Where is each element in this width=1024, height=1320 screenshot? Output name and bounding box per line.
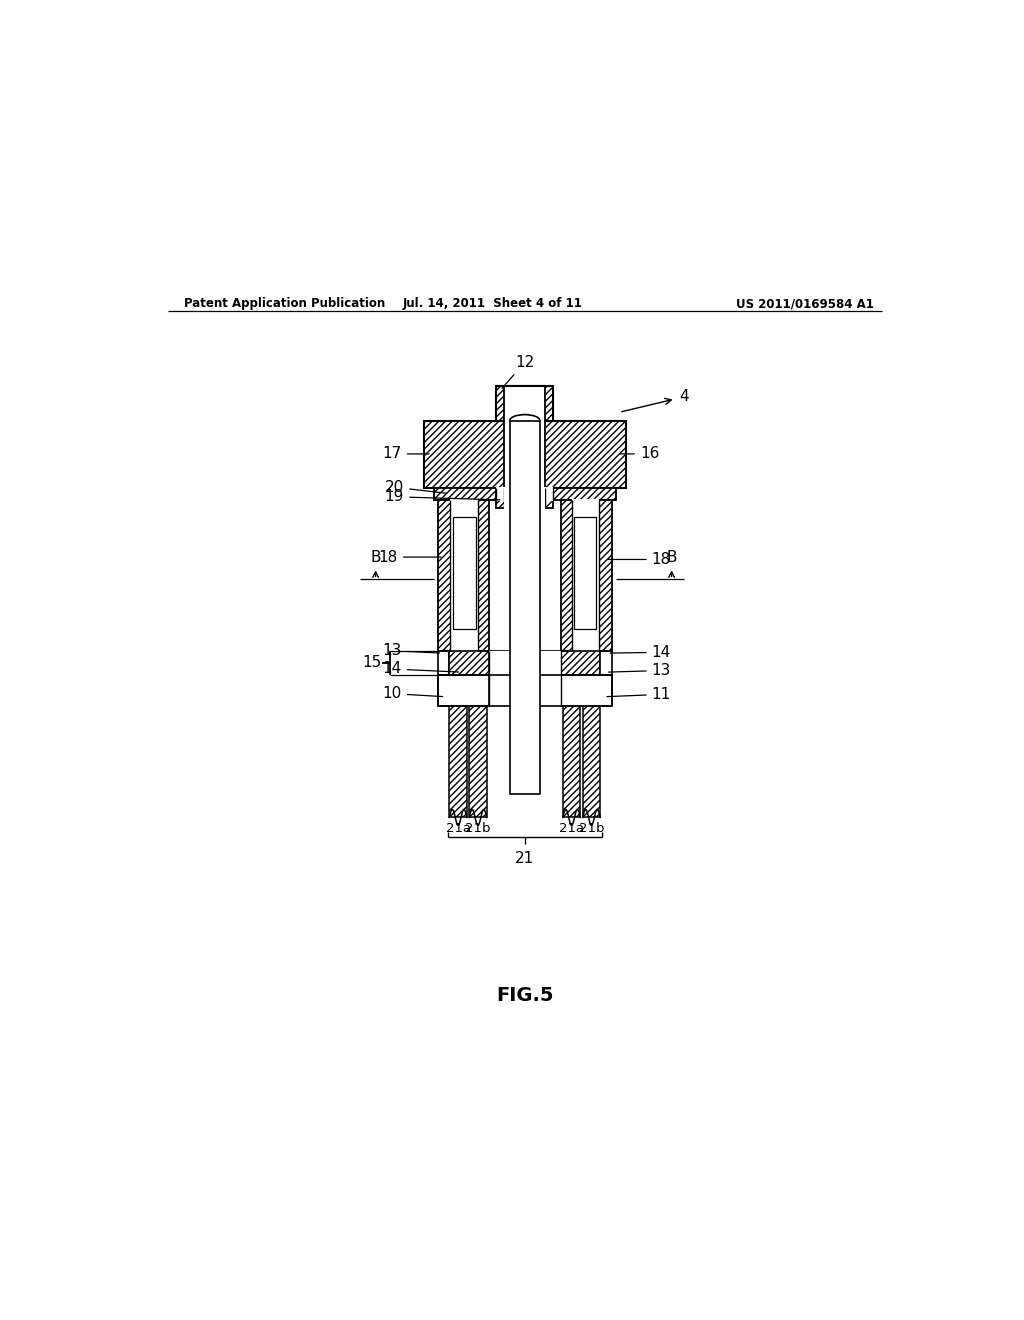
Text: 11: 11 — [607, 686, 671, 702]
Bar — [469, 706, 486, 817]
Bar — [563, 706, 581, 817]
Text: 21: 21 — [515, 850, 535, 866]
Text: 16: 16 — [621, 446, 659, 462]
Bar — [450, 651, 489, 675]
Bar — [560, 675, 612, 706]
Bar — [510, 421, 540, 793]
Bar — [574, 517, 596, 630]
Bar — [437, 500, 489, 651]
Text: 20: 20 — [385, 479, 446, 495]
Text: 18: 18 — [608, 552, 671, 568]
Bar — [600, 651, 612, 675]
Text: 21b: 21b — [465, 822, 490, 836]
Text: 14: 14 — [383, 661, 459, 676]
Text: B: B — [667, 549, 677, 565]
Text: 13: 13 — [382, 643, 439, 659]
Bar — [560, 651, 600, 675]
Bar — [497, 487, 553, 500]
Text: 4: 4 — [622, 389, 689, 412]
Text: 19: 19 — [385, 490, 500, 504]
Text: 21a: 21a — [559, 822, 584, 836]
Bar — [437, 651, 450, 675]
Text: 15: 15 — [362, 655, 382, 671]
Text: 17: 17 — [383, 446, 429, 462]
Text: 14: 14 — [610, 644, 671, 660]
Text: 10: 10 — [383, 686, 442, 701]
Text: 12: 12 — [502, 355, 535, 388]
Bar — [433, 488, 616, 500]
Text: Patent Application Publication: Patent Application Publication — [183, 297, 385, 310]
Bar — [583, 706, 600, 817]
Bar — [437, 675, 489, 706]
Text: US 2011/0169584 A1: US 2011/0169584 A1 — [736, 297, 873, 310]
Bar — [450, 706, 467, 817]
Bar — [489, 651, 560, 675]
Bar — [497, 488, 553, 508]
Bar — [571, 499, 599, 652]
Bar — [451, 499, 478, 652]
Bar — [504, 385, 546, 421]
Bar — [497, 387, 553, 421]
Bar — [560, 500, 612, 651]
Bar — [489, 675, 560, 706]
Text: 21a: 21a — [445, 822, 471, 836]
Text: Jul. 14, 2011  Sheet 4 of 11: Jul. 14, 2011 Sheet 4 of 11 — [403, 297, 583, 310]
Text: 18: 18 — [379, 549, 441, 565]
Text: FIG.5: FIG.5 — [496, 986, 554, 1006]
Bar — [504, 418, 546, 488]
Text: 21b: 21b — [579, 822, 604, 836]
Text: B: B — [371, 549, 381, 565]
Bar — [454, 517, 475, 630]
Text: 13: 13 — [608, 663, 671, 678]
Bar — [424, 421, 626, 488]
Bar — [504, 487, 546, 508]
